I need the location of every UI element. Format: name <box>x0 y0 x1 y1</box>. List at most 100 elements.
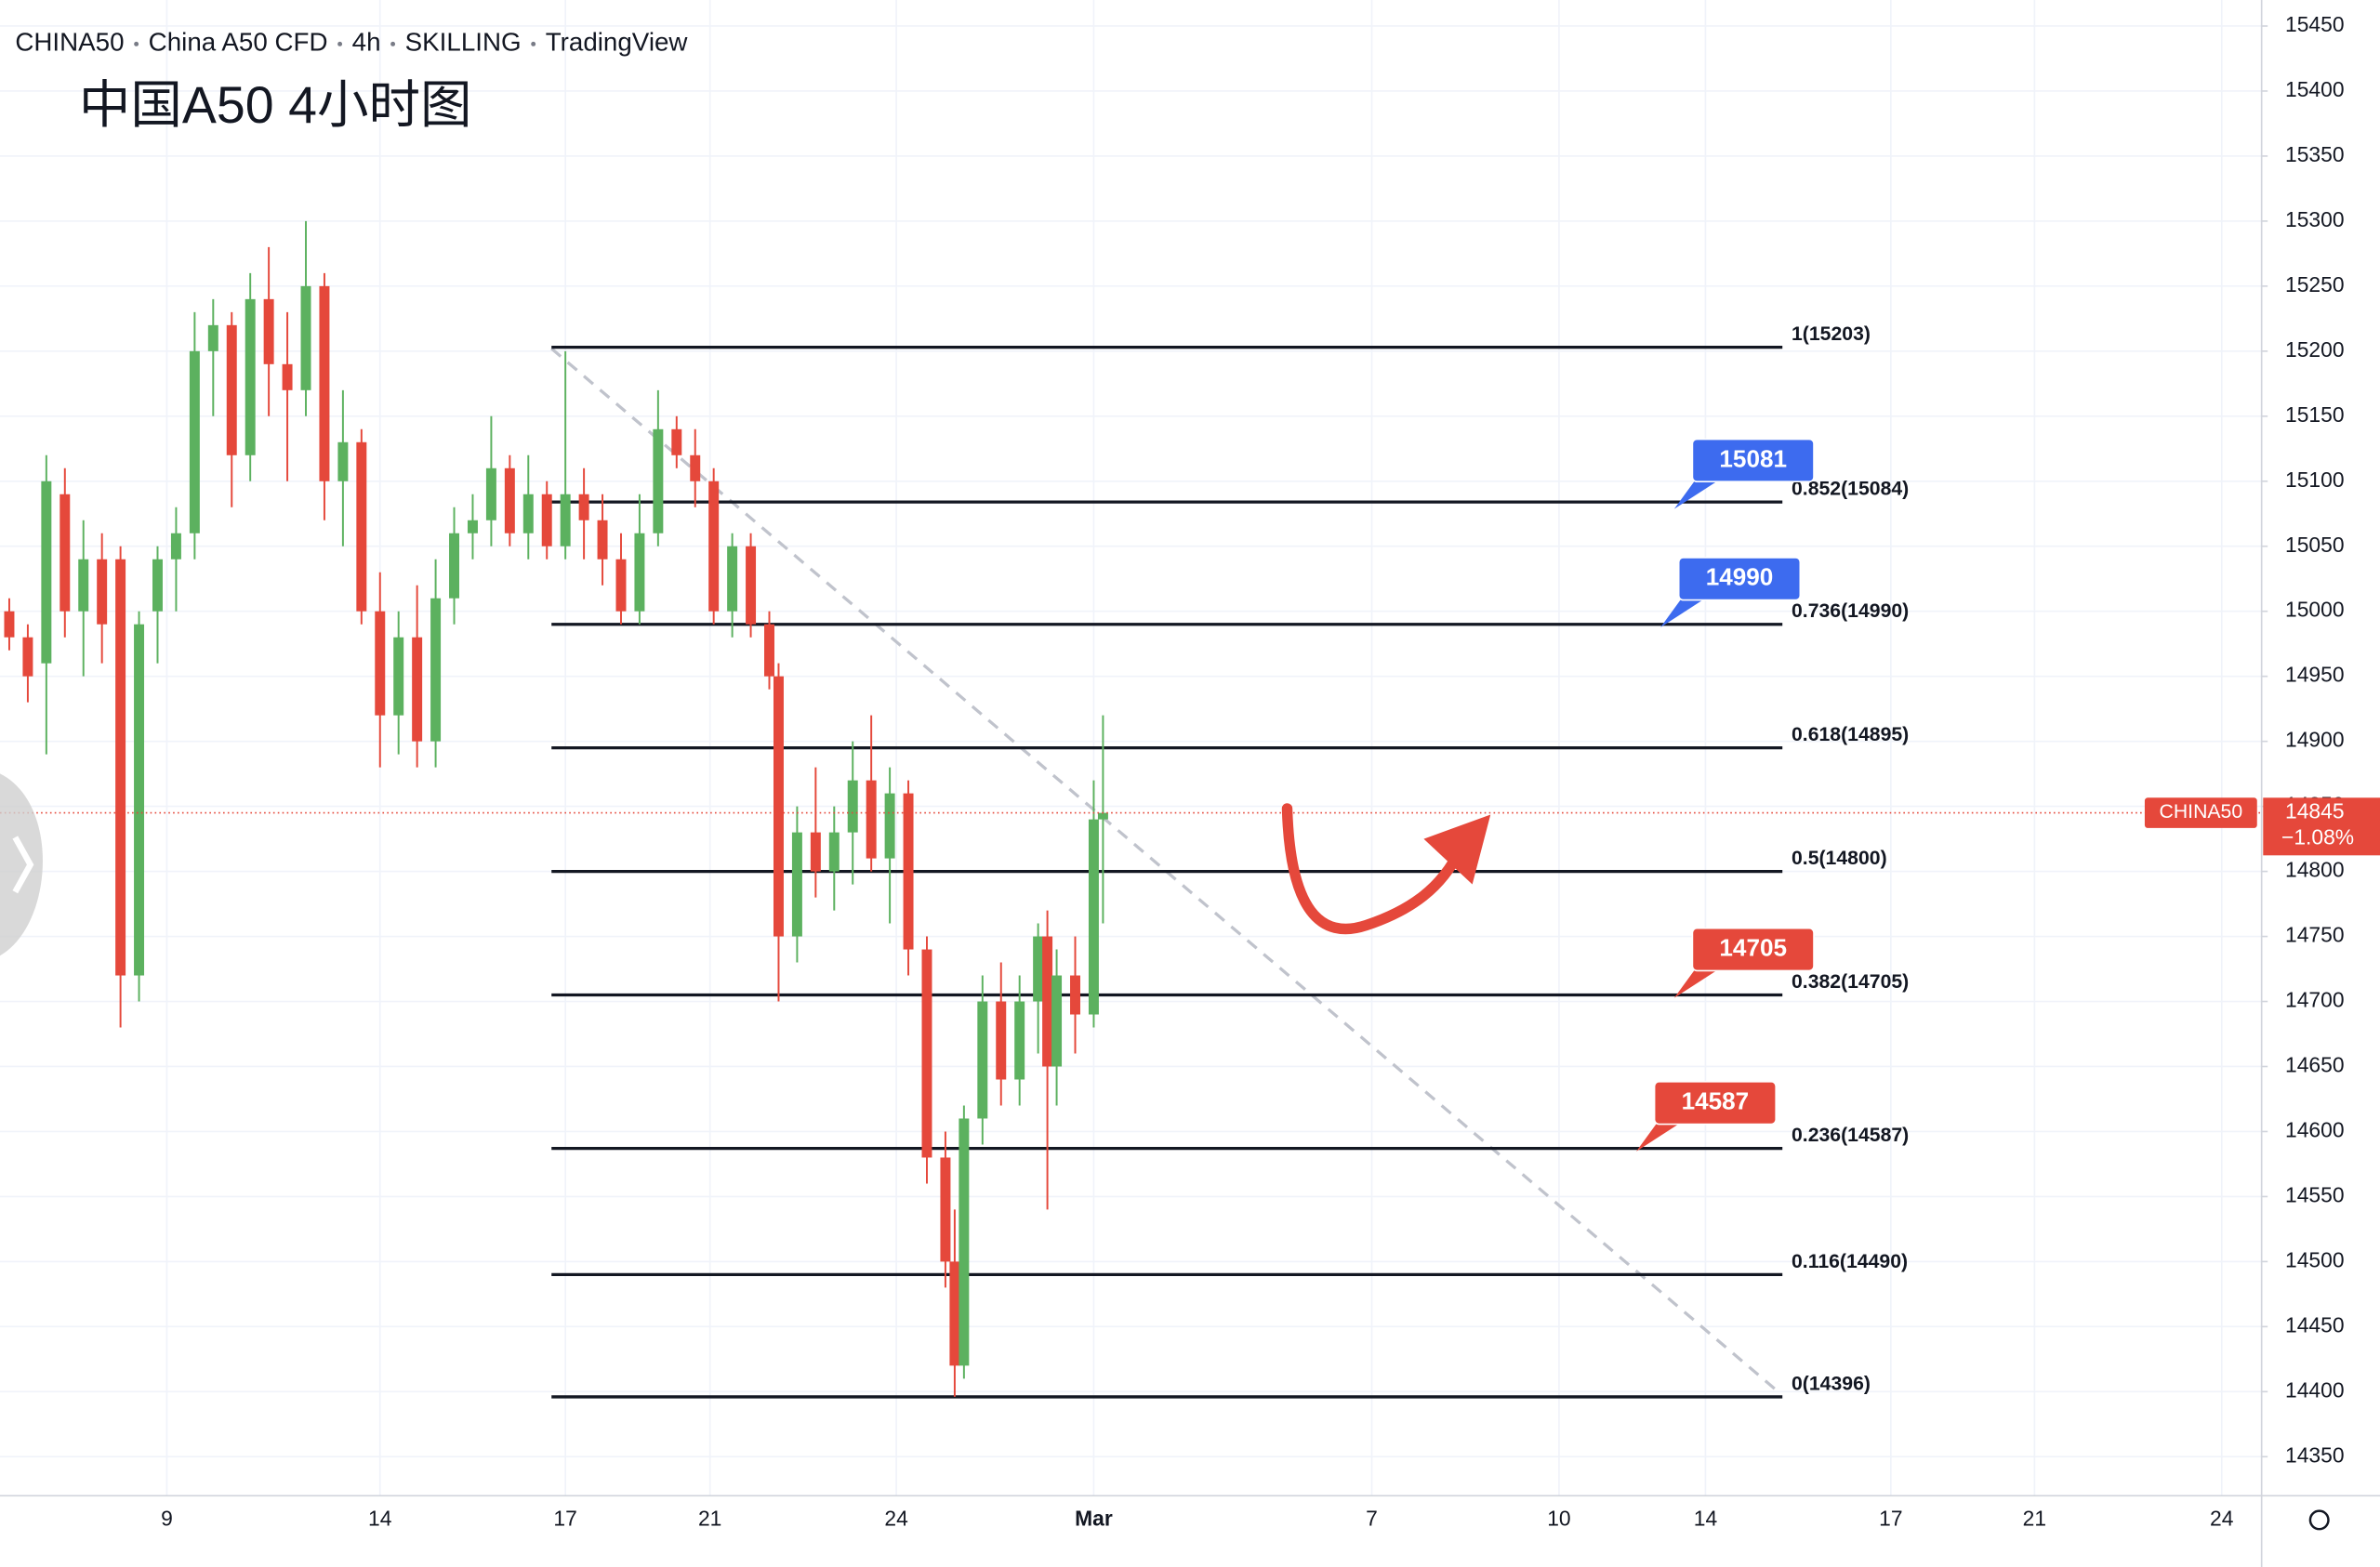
header-item: TradingView <box>546 28 689 57</box>
candle-body <box>319 285 330 481</box>
x-tick-label: 10 <box>1547 1506 1570 1530</box>
candle-body <box>1051 975 1063 1067</box>
callout-label: 14990 <box>1706 563 1774 591</box>
side-handle-icon[interactable] <box>12 836 34 894</box>
candle-body <box>1070 975 1080 1015</box>
candle-body <box>485 467 496 520</box>
candle-body <box>504 467 515 533</box>
x-tick-label: 17 <box>553 1506 576 1530</box>
candle-body <box>115 559 126 976</box>
y-tick-label: 14500 <box>2285 1247 2345 1271</box>
candle-body <box>959 1118 970 1366</box>
chart-title: 中国A50 4小时图 <box>79 76 472 134</box>
candle-body <box>727 546 738 612</box>
candle-body <box>189 350 200 533</box>
candle-body <box>773 676 784 937</box>
candle-body <box>791 832 802 937</box>
price-tag <box>2263 797 2380 856</box>
callout-box <box>1691 927 1815 972</box>
y-tick-label: 15150 <box>2285 402 2345 427</box>
header-item: CHINA50 <box>15 28 124 57</box>
candle-body <box>810 832 821 872</box>
fib-label: 0.618(14895) <box>1792 724 1909 745</box>
candle-body <box>22 637 33 677</box>
y-tick-label: 14450 <box>2285 1312 2345 1337</box>
candle-body <box>560 494 571 546</box>
trendline <box>550 347 1781 1394</box>
candle-body <box>653 428 664 533</box>
candle-body <box>671 428 682 455</box>
callout-box <box>1677 557 1802 601</box>
header-item: 4h <box>352 28 381 57</box>
candle-body <box>690 454 701 481</box>
y-tick-label: 14350 <box>2285 1442 2345 1467</box>
header-item: SKILLING <box>405 28 522 57</box>
candle-body <box>522 494 534 533</box>
candle-body <box>356 441 367 612</box>
separator <box>134 41 139 46</box>
fib-label: 0(14396) <box>1792 1373 1871 1394</box>
side-handle[interactable] <box>0 773 43 956</box>
y-tick-label: 15350 <box>2285 142 2345 166</box>
callout-label: 15081 <box>1719 444 1787 472</box>
x-tick-label: 14 <box>368 1506 392 1530</box>
fib-label: 0.5(14800) <box>1792 848 1887 869</box>
y-tick-label: 15300 <box>2285 207 2345 231</box>
candle-body <box>4 611 15 638</box>
forecast-arrow <box>1281 803 1466 935</box>
candle-body <box>1014 1001 1025 1080</box>
callout-label: 14587 <box>1682 1087 1750 1115</box>
candle-body <box>412 637 423 742</box>
candle-body <box>430 598 442 742</box>
callout-label: 14705 <box>1719 933 1787 961</box>
candle-body <box>263 298 274 364</box>
fib-label: 0.116(14490) <box>1792 1251 1908 1272</box>
candle-body <box>634 533 645 612</box>
y-tick-label: 14800 <box>2285 858 2345 882</box>
fib-label: 1(15203) <box>1792 323 1871 345</box>
candle-body <box>245 298 256 455</box>
fib-label: 0.236(14587) <box>1792 1125 1909 1146</box>
x-tick-label: 9 <box>161 1506 173 1530</box>
x-tick-label: 21 <box>2023 1506 2046 1530</box>
symbol-tag <box>2144 797 2257 828</box>
fib-label: 0.736(14990) <box>1792 600 1909 622</box>
candle-body <box>996 1001 1007 1080</box>
candle-body <box>97 559 108 625</box>
candle-body <box>866 780 877 859</box>
y-tick-label: 15000 <box>2285 598 2345 622</box>
x-tick-label: 17 <box>1879 1506 1902 1530</box>
y-tick-label: 14750 <box>2285 923 2345 947</box>
separator <box>531 41 536 46</box>
symbol-tag-label: CHINA50 <box>2160 801 2243 823</box>
fib-label: 0.852(15084) <box>1792 479 1909 500</box>
x-tick-label: Mar <box>1075 1506 1113 1530</box>
candle-body <box>170 533 181 560</box>
header: CHINA50 China A50 CFD 4h SKILLING TradingVie… <box>15 28 688 57</box>
candle-body <box>134 624 145 976</box>
change-label: −1.08% <box>2281 824 2354 849</box>
candle-body <box>847 780 858 833</box>
candle-body <box>449 533 460 599</box>
callout-box <box>1653 1081 1778 1126</box>
settings-button[interactable] <box>2308 1509 2330 1531</box>
y-tick-label: 15100 <box>2285 467 2345 492</box>
candle-body <box>708 481 720 612</box>
x-tick-label: 24 <box>2210 1506 2234 1530</box>
candle-body <box>78 559 89 612</box>
y-tick-label: 14550 <box>2285 1182 2345 1206</box>
price-tag-label: 14845 <box>2285 799 2345 823</box>
callout-pointer <box>1673 964 1726 998</box>
candle-body <box>300 285 311 390</box>
y-tick-label: 15450 <box>2285 12 2345 36</box>
candle-body <box>1033 936 1044 1002</box>
y-tick-label: 14900 <box>2285 728 2345 752</box>
candle-body <box>152 559 163 612</box>
x-tick-label: 24 <box>884 1506 908 1530</box>
candle-body <box>977 1001 988 1119</box>
candle-body <box>615 559 627 612</box>
y-tick-label: 15250 <box>2285 272 2345 296</box>
separator <box>390 41 396 46</box>
